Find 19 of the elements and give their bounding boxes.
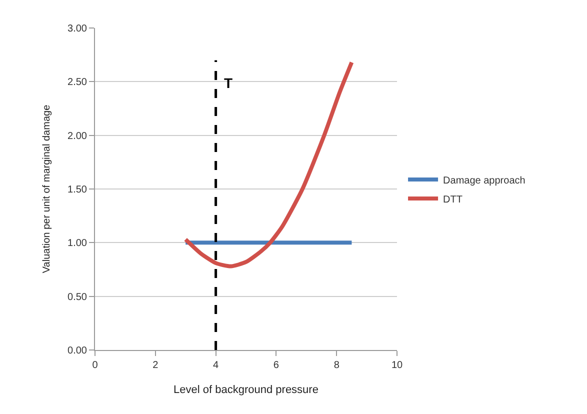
ref-line-label: T bbox=[224, 75, 233, 91]
x-tick-label: 6 bbox=[273, 360, 280, 371]
y-axis-title: Valuation per unit of marginal damage bbox=[42, 104, 53, 274]
x-axis-title: Level of background pressure bbox=[174, 384, 318, 396]
y-tick-label: 1.00 bbox=[68, 238, 88, 250]
x-tick-label: 4 bbox=[213, 360, 220, 371]
y-tick-label: 2.50 bbox=[68, 77, 88, 88]
y-tick-label: 1.50 bbox=[68, 184, 88, 196]
x-tick-label: 8 bbox=[334, 360, 340, 371]
x-tick-label: 2 bbox=[152, 360, 159, 371]
y-tick-label: 2.00 bbox=[68, 130, 88, 142]
y-tick-label: 3.00 bbox=[68, 24, 88, 34]
line-series bbox=[184, 60, 354, 268]
y-tick-label: 0.50 bbox=[68, 292, 88, 303]
x-tick-label: 0 bbox=[92, 360, 98, 371]
y-tick-label: 0.00 bbox=[68, 346, 88, 356]
legend-label: DTT bbox=[443, 194, 462, 206]
legend-label: Damage approach bbox=[443, 175, 526, 186]
x-tick-label: 10 bbox=[391, 360, 403, 371]
